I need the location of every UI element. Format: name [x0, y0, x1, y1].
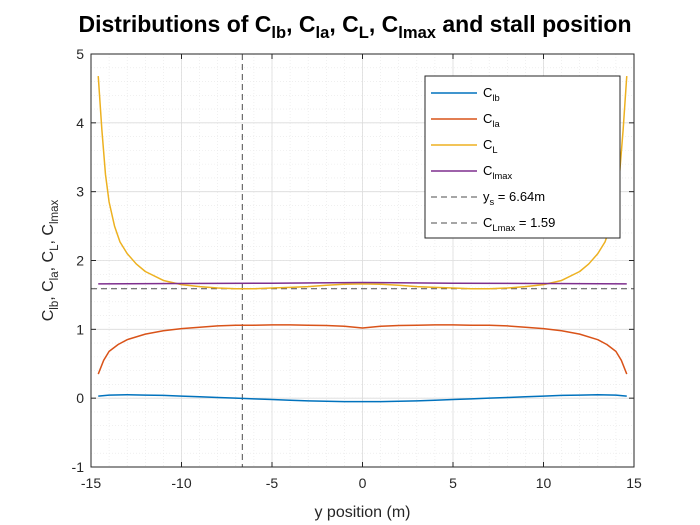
- series-line: [97, 324, 628, 375]
- axis-ticks: [90, 53, 635, 468]
- series-line: [98, 393, 627, 403]
- x-tick-label: -15: [81, 475, 101, 491]
- legend-entry: Cla: [483, 111, 500, 129]
- x-tick-label: -5: [266, 475, 279, 491]
- legend-entry: Clb: [483, 85, 500, 103]
- y-tick-label: 1: [76, 321, 84, 337]
- y-tick-label: 0: [76, 390, 84, 406]
- legend-entry: ys = 6.64m: [483, 189, 545, 207]
- x-tick-label: 5: [449, 475, 457, 491]
- x-axis-label: y position (m): [314, 504, 410, 521]
- y-tick-label: 5: [76, 46, 84, 62]
- legend-entry: Clmax: [483, 163, 512, 181]
- y-tick-label: 4: [76, 115, 84, 131]
- series-line: [98, 281, 627, 285]
- legend-box: [424, 75, 621, 239]
- x-tick-label: 15: [626, 475, 642, 491]
- series-line: [97, 75, 628, 290]
- chart-title: Distributions of Clb, Cla, CL, Clmax and…: [78, 11, 631, 42]
- x-tick-label: 10: [536, 475, 552, 491]
- y-axis-label: Clb, Cla, CL, Clmax: [40, 199, 61, 321]
- series-lines: [97, 75, 628, 403]
- x-tick-label: 0: [359, 475, 367, 491]
- y-tick-label: -1: [72, 459, 85, 475]
- legend: Clb Cla CL Clmax ys = 6.64m CLmax = 1.59: [424, 75, 621, 239]
- y-tick-label: 2: [76, 253, 84, 269]
- y-tick-label: 3: [76, 184, 84, 200]
- x-tick-label: -10: [171, 475, 191, 491]
- legend-entry: CLmax = 1.59: [483, 215, 555, 233]
- legend-entry: CL: [483, 137, 498, 155]
